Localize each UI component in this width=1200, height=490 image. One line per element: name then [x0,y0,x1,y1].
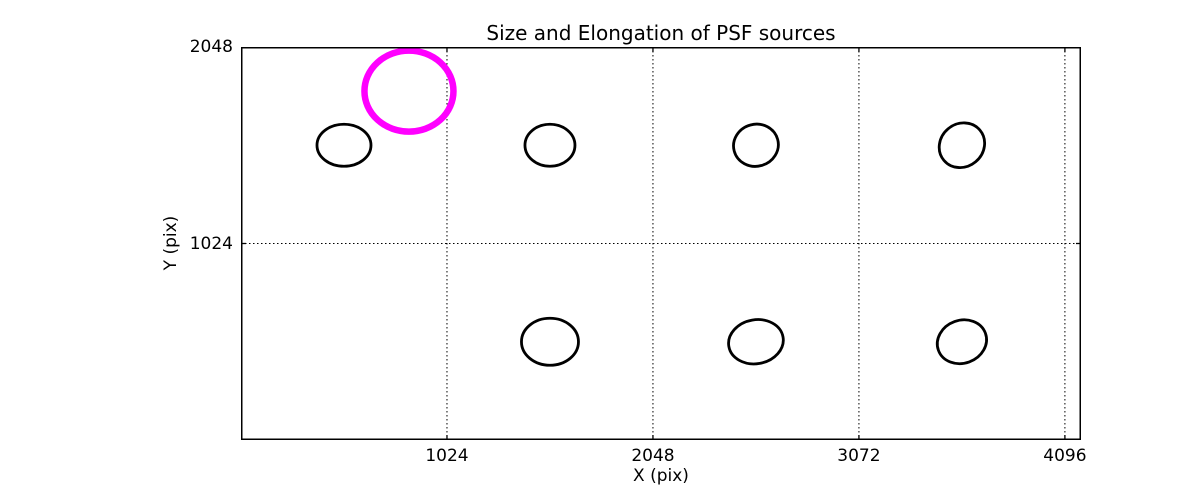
x-tick-label: 4096 [1043,446,1087,466]
plot-area [241,47,1081,440]
y-tick-label: 2048 [189,37,233,57]
psf-ellipses [315,122,373,168]
psf-ellipses [523,122,577,168]
x-tick-label: 2048 [631,446,675,466]
highlight-ellipse [361,47,457,135]
chart-title: Size and Elongation of PSF sources [486,21,836,45]
plot-svg [241,47,1081,440]
x-tick-label: 3072 [837,446,881,466]
axes-frame [241,47,1081,440]
x-axis-label: X (pix) [633,466,689,486]
psf-ellipses [732,122,780,168]
psf-ellipses [520,316,580,367]
y-tick-label: 1024 [189,233,233,254]
x-tick-label: 1024 [425,446,469,466]
psf-ellipses [937,121,987,169]
psf-ellipses [727,318,785,366]
psf-ellipses [935,318,988,366]
